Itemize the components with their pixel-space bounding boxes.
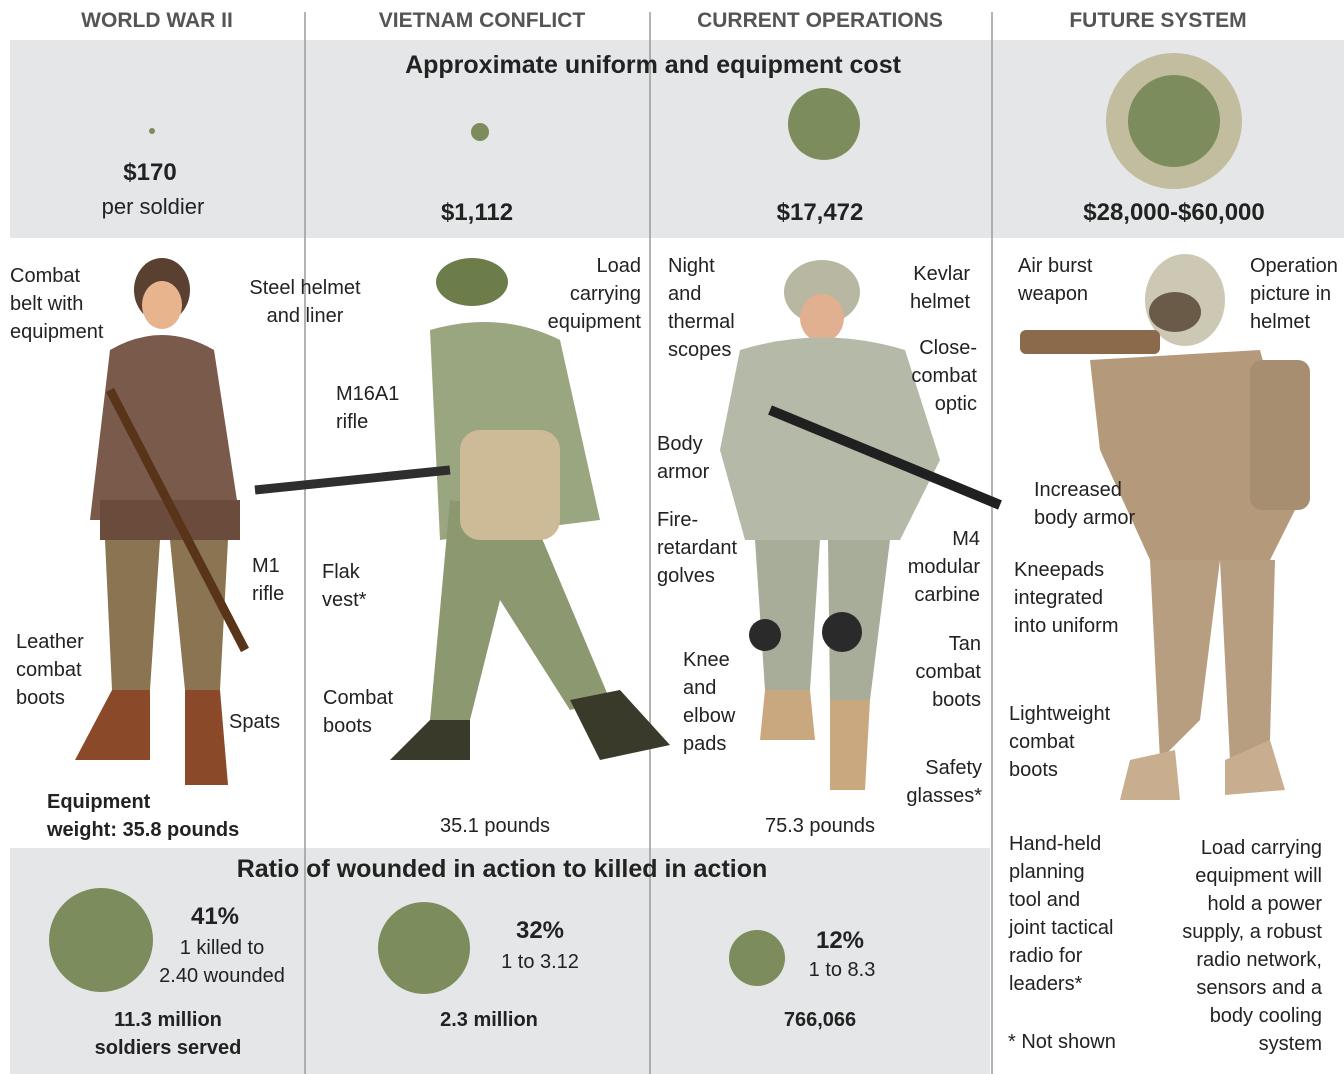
callout-label: Safety glasses* <box>906 754 982 810</box>
callout-label: Knee and elbow pads <box>683 646 735 758</box>
weight-value: 75.3 pounds <box>765 812 875 840</box>
weight-label: Equipment weight: 35.8 pounds <box>47 788 239 844</box>
callout-label: Combat boots <box>323 684 393 740</box>
infographic: WORLD WAR II VIETNAM CONFLICT CURRENT OPER… <box>0 0 1344 1074</box>
callout-label: Tan combat boots <box>915 630 981 714</box>
column-header: WORLD WAR II <box>81 8 233 34</box>
soldiers-served: 2.3 million <box>440 1006 538 1034</box>
callout-label: Hand-held planning tool and joint tactic… <box>1009 830 1114 998</box>
callout-label: Fire- retardant golves <box>657 506 737 590</box>
ratio-percent: 41% <box>191 902 239 932</box>
footnote: * Not shown <box>1008 1028 1116 1056</box>
callout-label: Flak vest* <box>322 558 366 614</box>
callout-label: Kneepads integrated into uniform <box>1014 556 1119 640</box>
callout-label: Lightweight combat boots <box>1009 700 1110 784</box>
ratio-percent: 12% <box>816 926 864 956</box>
callout-label: M16A1 rifle <box>336 380 399 436</box>
soldiers-served: 766,066 <box>784 1006 856 1034</box>
callout-label: Load carrying equipment will hold a powe… <box>1182 834 1322 1058</box>
callout-label: Spats <box>229 708 280 736</box>
ratio-text: 1 killed to 2.40 wounded <box>159 934 285 990</box>
callout-label: M1 rifle <box>252 552 284 608</box>
callout-label: M4 modular carbine <box>908 525 980 609</box>
callout-label: Kevlar helmet <box>910 260 970 316</box>
weight-value: 35.1 pounds <box>440 812 550 840</box>
ratio-percent: 32% <box>516 916 564 946</box>
column-header: VIETNAM CONFLICT <box>379 8 585 34</box>
callout-label: Close- combat optic <box>911 334 977 418</box>
cost-amount: $17,472 <box>777 198 864 228</box>
callout-label: Steel helmet and liner <box>249 274 360 330</box>
callout-label: Body armor <box>657 430 709 486</box>
callout-label: Night and thermal scopes <box>668 252 735 364</box>
weight-value: 35.8 pounds <box>123 819 240 841</box>
callout-label: Operation picture in helmet <box>1250 252 1338 336</box>
callout-label: Air burst weapon <box>1018 252 1092 308</box>
ratio-title: Ratio of wounded in action to killed in … <box>237 854 768 884</box>
callout-label: Load carrying equipment <box>548 252 641 336</box>
column-header: CURRENT OPERATIONS <box>697 8 943 34</box>
cost-note: per soldier <box>102 193 205 221</box>
callout-label: Increased body armor <box>1034 476 1135 532</box>
cost-amount: $170 <box>123 158 176 188</box>
ratio-text: 1 to 8.3 <box>809 956 876 984</box>
cost-title: Approximate uniform and equipment cost <box>405 50 901 80</box>
cost-amount: $28,000-$60,000 <box>1083 198 1265 228</box>
cost-amount: $1,112 <box>441 198 513 228</box>
callout-label: Leather combat boots <box>16 628 84 712</box>
soldiers-served: 11.3 million soldiers served <box>95 1006 242 1062</box>
ratio-text: 1 to 3.12 <box>501 948 579 976</box>
callout-label: Combat belt with equipment <box>10 262 103 346</box>
column-header: FUTURE SYSTEM <box>1069 8 1246 34</box>
